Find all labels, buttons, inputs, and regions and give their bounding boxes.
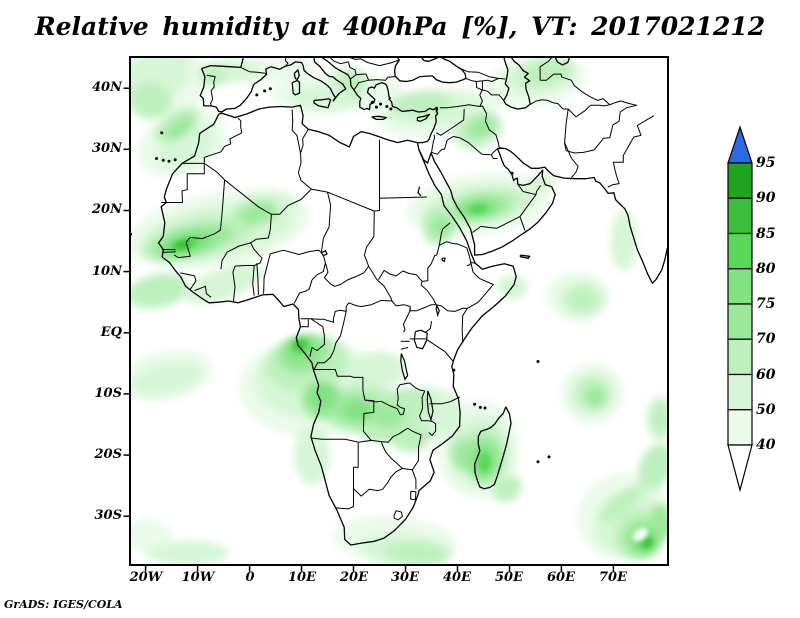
colorbar-segment <box>727 268 753 305</box>
lon-tick-label-10W: 10W <box>181 570 215 585</box>
lon-tick-label-20W: 20W <box>129 570 163 585</box>
lat-tick-label-10N: 10N <box>92 264 122 279</box>
lon-tick-label-60E: 60E <box>547 570 575 585</box>
attribution-text: GrADS: IGES/COLA <box>4 598 123 611</box>
colorbar-tick-label-50: 50 <box>756 402 776 418</box>
colorbar-segment <box>727 197 753 235</box>
colorbar-tick-label-95: 95 <box>756 155 776 171</box>
plot-title: Relative humidity at 400hPa [%], VT: 201… <box>34 12 766 41</box>
colorbar-segment <box>727 162 753 199</box>
lat-tick-label-30N: 30N <box>92 141 122 156</box>
colorbar-segment <box>727 338 753 376</box>
coastlines <box>157 57 668 546</box>
lon-tick-label-70E: 70E <box>599 570 627 585</box>
colorbar-tick-label-80: 80 <box>756 261 776 277</box>
lat-tick-label-20S: 20S <box>94 447 122 462</box>
colorbar-tick-label-90: 90 <box>756 190 776 206</box>
colorbar-above-triangle <box>727 125 753 164</box>
lon-tick-label-10E: 10E <box>288 570 316 585</box>
colorbar-tick-label-40: 40 <box>756 437 776 453</box>
colorbar-tick-label-70: 70 <box>756 331 776 347</box>
colorbar-segment <box>727 303 753 340</box>
island-dots <box>130 87 551 464</box>
lon-tick-label-50E: 50E <box>495 570 523 585</box>
axis-ticks <box>123 87 615 572</box>
colorbar-tick-label-85: 85 <box>756 226 776 242</box>
lat-tick-label-20N: 20N <box>92 202 122 217</box>
lakes <box>320 186 446 422</box>
map-frame <box>129 56 669 566</box>
map-interior <box>130 57 668 565</box>
lon-tick-label-0: 0 <box>245 570 255 585</box>
lat-tick-label-EQ: EQ <box>100 325 122 340</box>
lat-tick-label-10S: 10S <box>94 386 122 401</box>
colorbar-segment <box>727 409 753 446</box>
colorbar-below-triangle <box>727 444 753 493</box>
colorbar <box>727 125 753 493</box>
colorbar-segment <box>727 232 753 270</box>
colorbar-tick-label-60: 60 <box>756 367 776 383</box>
lon-tick-label-20E: 20E <box>340 570 368 585</box>
lon-tick-label-40E: 40E <box>443 570 471 585</box>
lat-tick-label-30S: 30S <box>94 508 122 523</box>
country-borders <box>161 57 655 521</box>
colorbar-segment <box>727 373 753 411</box>
humidity-shading <box>130 57 668 565</box>
lon-tick-label-30E: 30E <box>391 570 419 585</box>
lat-tick-label-40N: 40N <box>92 80 122 95</box>
colorbar-tick-label-75: 75 <box>756 296 776 312</box>
